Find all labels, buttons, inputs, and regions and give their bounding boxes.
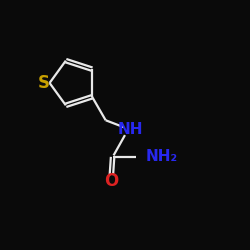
Text: NH: NH xyxy=(118,122,143,137)
Text: O: O xyxy=(104,172,118,190)
Text: S: S xyxy=(38,74,50,92)
Text: NH₂: NH₂ xyxy=(146,149,178,164)
